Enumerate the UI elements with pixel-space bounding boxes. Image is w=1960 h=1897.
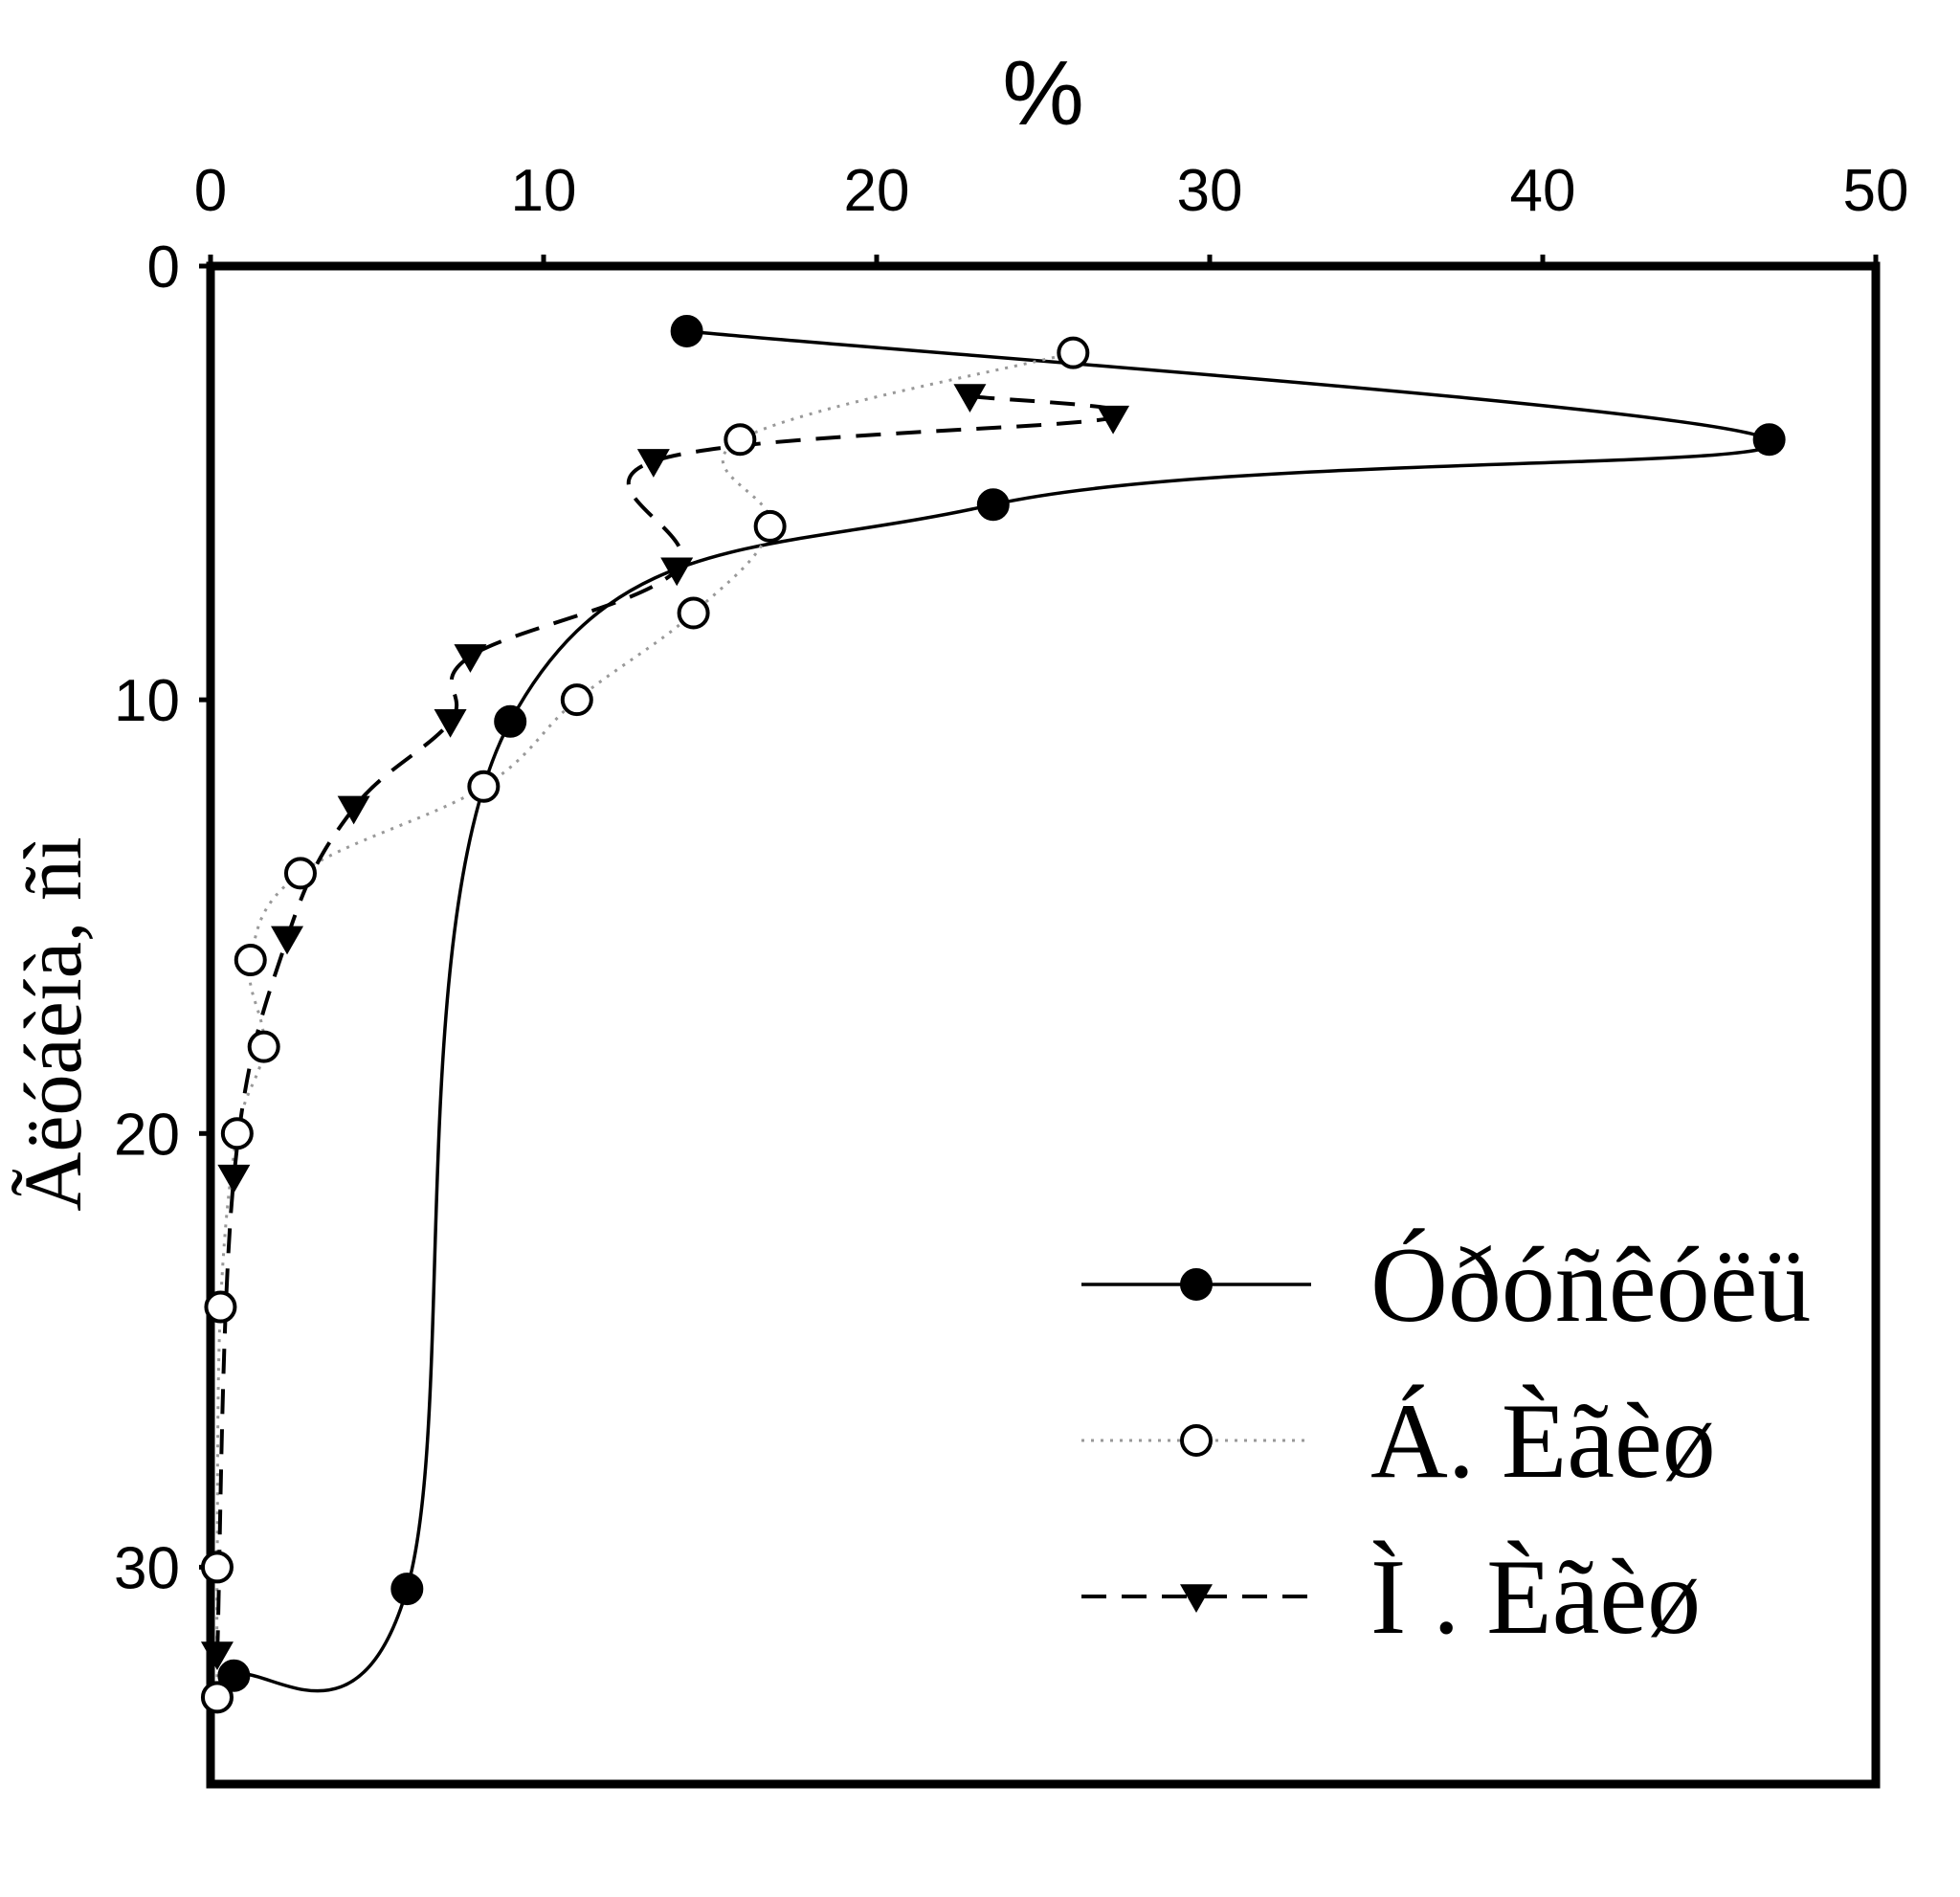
y-tick-label: 10: [114, 668, 180, 734]
data-point: [724, 423, 757, 457]
y-axis-title: Ãëóáèíà, ñì: [7, 837, 99, 1212]
data-point: [1057, 336, 1090, 369]
y-tick-label: 30: [114, 1535, 180, 1601]
legend-marker: [1180, 1268, 1213, 1301]
data-point: [660, 557, 694, 587]
data-point: [217, 1659, 251, 1692]
data-point: [454, 644, 487, 673]
data-point: [200, 1681, 234, 1714]
data-point: [283, 857, 317, 890]
data-point: [234, 944, 267, 977]
plot-frame: [206, 261, 1881, 1789]
y-tick-label: 20: [114, 1102, 180, 1168]
ticks: 0 10 20 30 40 50 0 10 20 30: [114, 158, 1908, 1601]
legend-label: Óðóñêóëü: [1370, 1226, 1811, 1345]
series-line-1: [215, 351, 1074, 1698]
data-point: [636, 449, 670, 478]
data-point: [560, 683, 593, 717]
data-point: [677, 596, 710, 630]
x-axis-title: %: [1002, 42, 1083, 145]
data-point: [200, 1551, 234, 1584]
legend-label: Ì . Èãèø: [1370, 1538, 1701, 1657]
data-point: [217, 1164, 251, 1194]
x-tick-label: 10: [511, 158, 577, 224]
data-point: [1097, 405, 1130, 435]
y-tick-label: 0: [147, 234, 180, 301]
markers-layer: [200, 314, 1786, 1714]
legend-label: Á. Èãèø: [1370, 1382, 1716, 1501]
x-tick-label: 20: [844, 158, 910, 224]
data-point: [467, 770, 501, 803]
legend: Óðóñêóëü Á. Èãèø Ì . Èãèø: [1081, 1226, 1811, 1657]
x-tick-label: 30: [1177, 158, 1243, 224]
data-point: [434, 709, 467, 738]
data-point: [1752, 423, 1786, 457]
x-tick-label: 40: [1510, 158, 1576, 224]
data-point: [204, 1290, 237, 1324]
data-point: [953, 384, 987, 413]
legend-marker: [1180, 1584, 1213, 1613]
data-point: [494, 704, 527, 738]
data-point: [200, 1641, 234, 1671]
data-point: [390, 1573, 424, 1606]
data-point: [753, 509, 787, 543]
data-point: [220, 1117, 254, 1150]
series-line-2: [215, 393, 1126, 1655]
data-point: [976, 488, 1010, 522]
data-point: [337, 795, 370, 825]
legend-marker: [1180, 1424, 1213, 1457]
x-tick-label: 0: [194, 158, 227, 224]
data-point: [247, 1030, 280, 1063]
data-point: [670, 314, 703, 347]
series-layer: [215, 329, 1774, 1698]
x-tick-label: 50: [1843, 158, 1909, 224]
series-line-0: [233, 329, 1774, 1693]
data-point: [271, 926, 304, 955]
